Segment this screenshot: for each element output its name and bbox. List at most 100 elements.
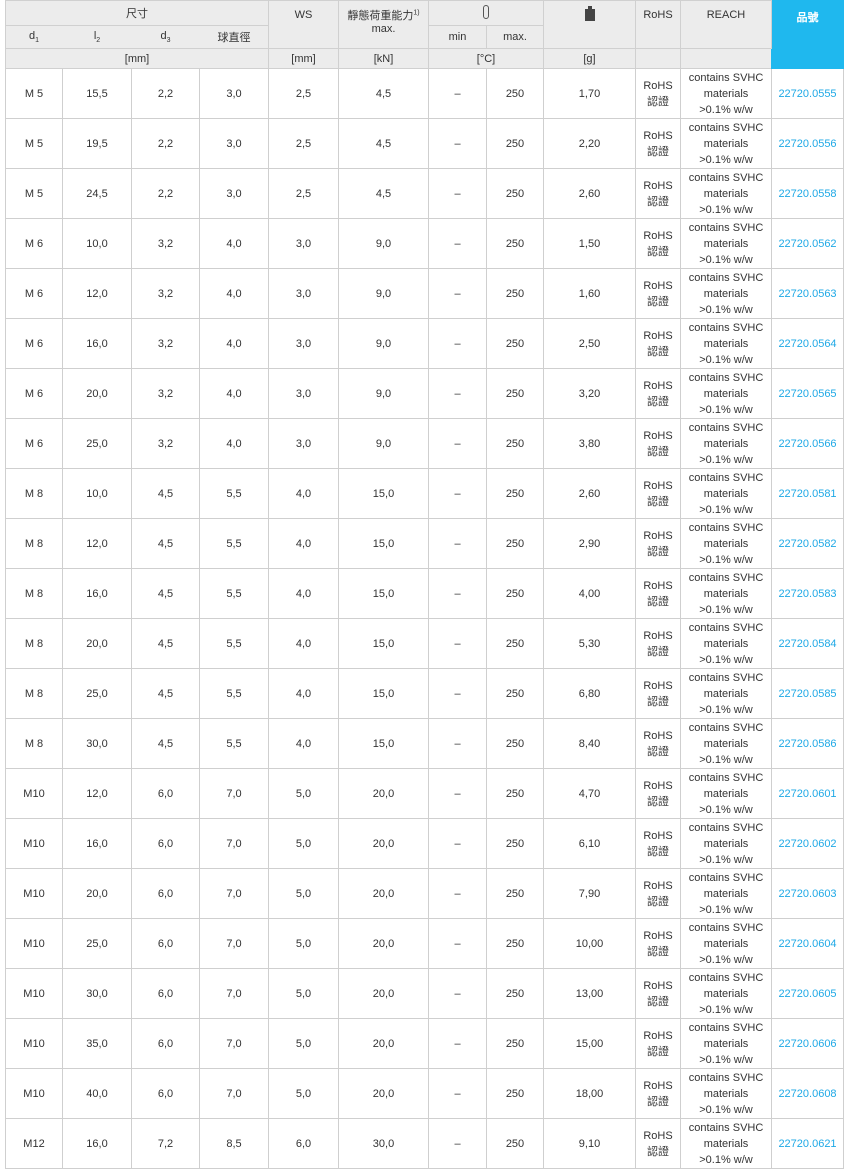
- cell-load: 9,0: [338, 368, 429, 419]
- cell-d3: 3,2: [131, 418, 200, 469]
- cell-temp-max: 250: [486, 668, 544, 719]
- cell-d1: M 6: [5, 218, 63, 269]
- part-number-link[interactable]: 22720.0585: [771, 668, 844, 719]
- cell-d3: 3,2: [131, 218, 200, 269]
- cell-d3: 4,5: [131, 518, 200, 569]
- cell-reach: contains SVHC materials >0.1% w/w: [680, 718, 772, 769]
- cell-reach: contains SVHC materials >0.1% w/w: [680, 1118, 772, 1169]
- cell-temp-max: 250: [486, 818, 544, 869]
- cell-d1: M10: [5, 868, 63, 919]
- cell-ball-diameter: 3,0: [199, 118, 269, 169]
- part-number-link[interactable]: 22720.0581: [771, 468, 844, 519]
- cell-reach: contains SVHC materials >0.1% w/w: [680, 818, 772, 869]
- cell-ws: 4,0: [268, 618, 339, 669]
- cell-ball-diameter: 4,0: [199, 418, 269, 469]
- table-row: M10 35,0 6,0 7,0 5,0 20,0–250 15,00 RoHS 認證 conta…: [5, 1018, 844, 1069]
- cell-rohs: RoHS 認證: [635, 868, 681, 919]
- part-number-link[interactable]: 22720.0582: [771, 518, 844, 569]
- part-number-link[interactable]: 22720.0608: [771, 1068, 844, 1119]
- cell-reach: contains SVHC materials >0.1% w/w: [680, 1018, 772, 1069]
- cell-rohs: RoHS 認證: [635, 118, 681, 169]
- cell-d3: 6,0: [131, 968, 200, 1019]
- cell-load: 15,0: [338, 718, 429, 769]
- cell-reach: contains SVHC materials >0.1% w/w: [680, 168, 772, 219]
- cell-temp-max: 250: [486, 718, 544, 769]
- part-number-link[interactable]: 22720.0602: [771, 818, 844, 869]
- cell-d1: M 8: [5, 618, 63, 669]
- part-number-link[interactable]: 22720.0564: [771, 318, 844, 369]
- cell-d3: 4,5: [131, 618, 200, 669]
- table-row: M 8 25,0 4,5 5,5 4,0 15,0–250 6,80 RoHS 認證 contai…: [5, 668, 844, 719]
- part-number-link[interactable]: 22720.0566: [771, 418, 844, 469]
- cell-temp-min: –: [428, 268, 487, 319]
- product-table: 尺寸 WS 靜態荷重能力1) max. RoHS REACH 品號 d1 l2 d…: [5, 0, 844, 1169]
- cell-ball-diameter: 4,0: [199, 368, 269, 419]
- cell-weight: 4,70: [543, 768, 636, 819]
- cell-d1: M 5: [5, 118, 63, 169]
- table-row: M10 20,0 6,0 7,0 5,0 20,0–250 7,90 RoHS 認證 contai…: [5, 868, 844, 919]
- table-row: M 6 12,0 3,2 4,0 3,0 9,0–250 1,60 RoHS 認證 contain…: [5, 268, 844, 319]
- cell-l2: 16,0: [62, 1118, 132, 1169]
- cell-temp-min: –: [428, 1068, 487, 1119]
- part-number-link[interactable]: 22720.0562: [771, 218, 844, 269]
- cell-reach: contains SVHC materials >0.1% w/w: [680, 918, 772, 969]
- cell-rohs: RoHS 認證: [635, 818, 681, 869]
- max-header: max.: [486, 25, 544, 49]
- cell-temp-max: 250: [486, 368, 544, 419]
- cell-d1: M12: [5, 1118, 63, 1169]
- cell-temp-max: 250: [486, 918, 544, 969]
- cell-ball-diameter: 4,0: [199, 268, 269, 319]
- cell-temp-min: –: [428, 668, 487, 719]
- part-number-link[interactable]: 22720.0558: [771, 168, 844, 219]
- cell-weight: 7,90: [543, 868, 636, 919]
- part-number-link[interactable]: 22720.0604: [771, 918, 844, 969]
- cell-d3: 2,2: [131, 118, 200, 169]
- cell-reach: contains SVHC materials >0.1% w/w: [680, 418, 772, 469]
- ball-diameter-header: 球直徑: [199, 25, 269, 49]
- cell-weight: 2,60: [543, 468, 636, 519]
- cell-rohs: RoHS 認證: [635, 1068, 681, 1119]
- cell-load: 9,0: [338, 418, 429, 469]
- cell-l2: 24,5: [62, 168, 132, 219]
- cell-temp-max: 250: [486, 968, 544, 1019]
- part-number-link[interactable]: 22720.0603: [771, 868, 844, 919]
- cell-reach: contains SVHC materials >0.1% w/w: [680, 218, 772, 269]
- part-number-link[interactable]: 22720.0563: [771, 268, 844, 319]
- table-row: M 6 10,0 3,2 4,0 3,0 9,0–250 1,50 RoHS 認證 contain…: [5, 218, 844, 269]
- cell-weight: 2,90: [543, 518, 636, 569]
- cell-ws: 3,0: [268, 218, 339, 269]
- table-row: M 8 16,0 4,5 5,5 4,0 15,0–250 4,00 RoHS 認證 contai…: [5, 568, 844, 619]
- part-number-link[interactable]: 22720.0565: [771, 368, 844, 419]
- cell-temp-min: –: [428, 1118, 487, 1169]
- cell-reach: contains SVHC materials >0.1% w/w: [680, 668, 772, 719]
- cell-temp-min: –: [428, 768, 487, 819]
- part-number-link[interactable]: 22720.0555: [771, 68, 844, 119]
- part-number-link[interactable]: 22720.0621: [771, 1118, 844, 1169]
- cell-d3: 6,0: [131, 1018, 200, 1069]
- cell-temp-min: –: [428, 718, 487, 769]
- cell-ws: 4,0: [268, 568, 339, 619]
- cell-l2: 20,0: [62, 368, 132, 419]
- cell-weight: 10,00: [543, 918, 636, 969]
- part-number-link[interactable]: 22720.0586: [771, 718, 844, 769]
- cell-temp-min: –: [428, 318, 487, 369]
- cell-l2: 12,0: [62, 518, 132, 569]
- cell-rohs: RoHS 認證: [635, 718, 681, 769]
- part-number-link[interactable]: 22720.0605: [771, 968, 844, 1019]
- cell-ws: 2,5: [268, 168, 339, 219]
- unit-kn: [kN]: [338, 48, 429, 69]
- cell-temp-max: 250: [486, 868, 544, 919]
- table-row: M10 30,0 6,0 7,0 5,0 20,0–250 13,00 RoHS 認證 conta…: [5, 968, 844, 1019]
- part-number-link[interactable]: 22720.0556: [771, 118, 844, 169]
- part-number-link[interactable]: 22720.0601: [771, 768, 844, 819]
- part-number-header[interactable]: 品號: [771, 0, 844, 69]
- cell-weight: 6,80: [543, 668, 636, 719]
- cell-l2: 16,0: [62, 318, 132, 369]
- cell-load: 15,0: [338, 618, 429, 669]
- l2-header: l2: [62, 25, 132, 49]
- part-number-link[interactable]: 22720.0583: [771, 568, 844, 619]
- cell-weight: 15,00: [543, 1018, 636, 1069]
- cell-temp-max: 250: [486, 618, 544, 669]
- part-number-link[interactable]: 22720.0606: [771, 1018, 844, 1069]
- part-number-link[interactable]: 22720.0584: [771, 618, 844, 669]
